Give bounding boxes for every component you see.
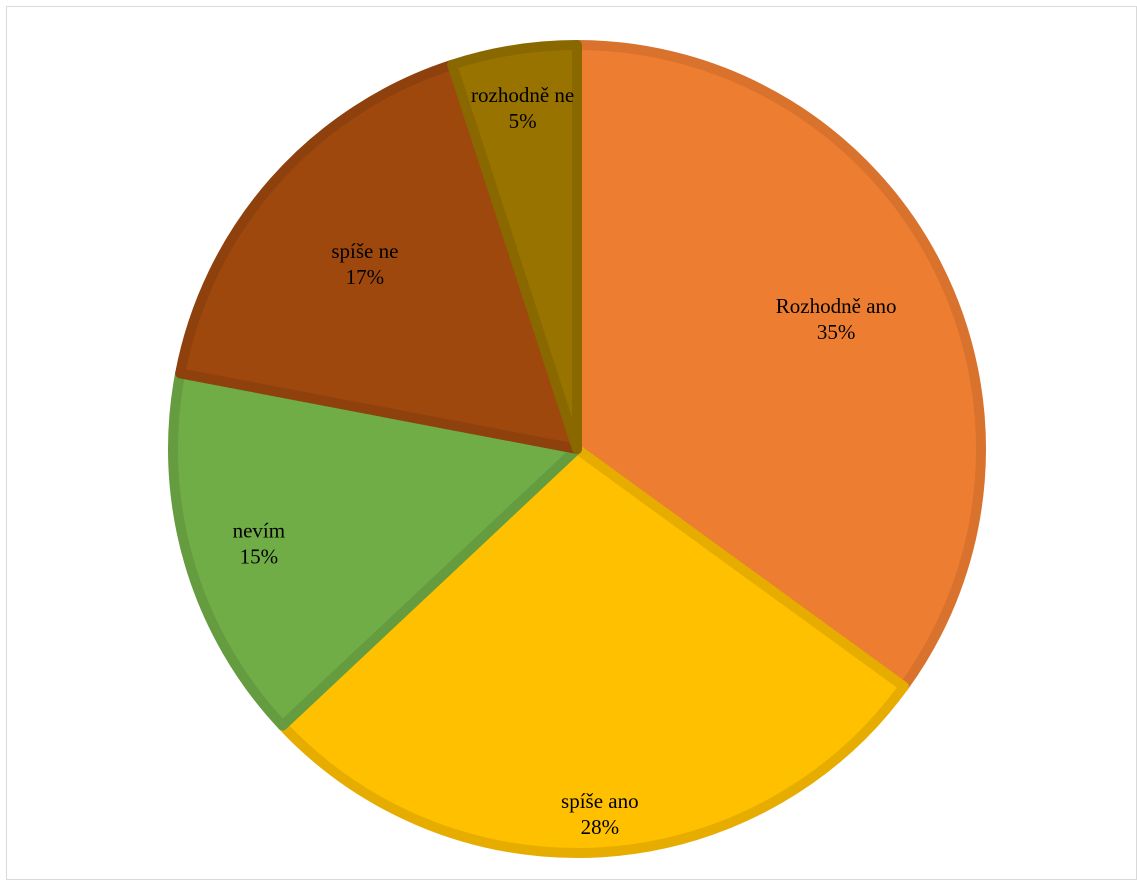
pie-slice-rozhodne-ne xyxy=(447,40,582,454)
slice-category-label: nevím xyxy=(233,518,286,542)
slice-category-label: rozhodně ne xyxy=(471,83,574,107)
slice-category-label: spíše ano xyxy=(561,789,639,813)
slice-value-label: 35% xyxy=(817,320,856,344)
pie-slice-rozhodne-ano xyxy=(572,40,986,692)
pie-slice-nevim xyxy=(168,368,582,731)
slice-value-label: 28% xyxy=(581,815,620,839)
slice-value-label: 17% xyxy=(346,265,385,289)
pie-slice-spise-ne xyxy=(175,59,582,454)
pie-slice-spise-ano xyxy=(277,444,909,858)
slice-category-label: Rozhodně ano xyxy=(776,294,897,318)
slice-value-label: 15% xyxy=(240,544,279,568)
pie-slices xyxy=(168,40,986,858)
slice-category-label: spíše ne xyxy=(331,239,398,263)
slice-value-label: 5% xyxy=(509,109,537,133)
